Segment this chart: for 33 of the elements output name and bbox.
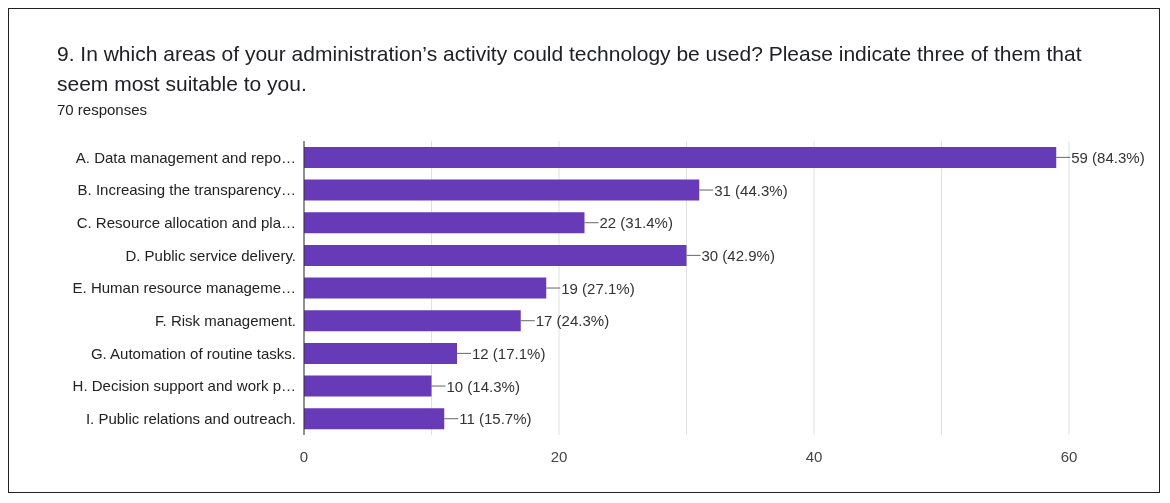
chart-title: 9. In which areas of your administration’s activity could technology be used? Please indicate three of them that seem most suitable to you. [56, 41, 1083, 97]
bar [304, 212, 585, 234]
x-tick-label: 60 [1060, 447, 1078, 465]
y-tick-label: I. Public relations and outreach. [85, 409, 296, 427]
data-label: 31 (44.3%) [714, 181, 788, 199]
data-label: 12 (17.1%) [472, 344, 546, 362]
y-tick-label: C. Resource allocation and pla… [76, 213, 296, 231]
bar [304, 408, 445, 430]
data-label: 22 (31.4%) [599, 214, 673, 232]
x-tick-label: 20 [550, 447, 568, 465]
bar [304, 342, 457, 364]
y-tick-label: A. Data management and repo… [75, 148, 296, 166]
bar [304, 179, 700, 201]
bar [304, 244, 687, 266]
bar [304, 375, 432, 397]
bar [304, 310, 521, 332]
data-label: 19 (27.1%) [561, 279, 635, 297]
y-tick-label: H. Decision support and work p… [72, 377, 296, 395]
bar [304, 277, 547, 299]
data-label: 10 (14.3%) [446, 377, 520, 395]
y-tick-label: E. Human resource manageme… [72, 279, 296, 297]
data-label: 11 (15.7%) [459, 410, 532, 428]
y-tick-label: F. Risk management. [155, 311, 296, 329]
data-label: 30 (42.9%) [701, 246, 775, 264]
x-tick-label: 0 [299, 447, 309, 465]
bar [304, 146, 1057, 168]
y-tick-label: G. Automation of routine tasks. [90, 344, 296, 362]
y-tick-label: D. Public service delivery. [125, 246, 296, 264]
data-label: 17 (24.3%) [535, 312, 610, 330]
data-label: 59 (84.3%) [1071, 148, 1145, 166]
x-tick-label: 40 [805, 447, 823, 465]
y-tick-label: B. Increasing the transparency… [77, 181, 296, 199]
text: 70 responses [56, 100, 149, 120]
